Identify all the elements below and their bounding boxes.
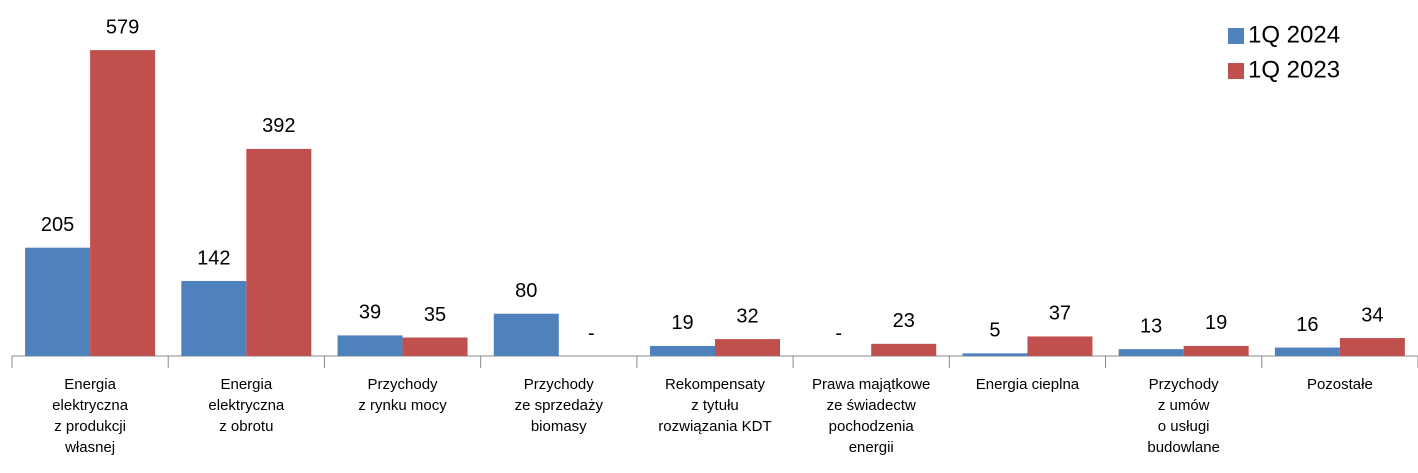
data-label: 23 bbox=[893, 310, 915, 332]
data-label: 80 bbox=[515, 280, 537, 302]
data-label: 205 bbox=[41, 214, 74, 236]
data-label: 5 bbox=[989, 320, 1000, 342]
bar bbox=[25, 247, 91, 356]
x-tick-label: Przychody ze sprzedaży biomasy bbox=[514, 376, 603, 435]
data-label: - bbox=[835, 322, 842, 344]
x-tick-label: Energia elektryczna z obrotu bbox=[208, 376, 285, 435]
data-label: 39 bbox=[359, 302, 381, 324]
bar bbox=[90, 50, 156, 356]
bar bbox=[181, 280, 247, 356]
bar bbox=[246, 148, 312, 356]
x-tick-label: Energia elektryczna z produkcji własnej bbox=[52, 376, 129, 456]
data-label: 13 bbox=[1140, 315, 1162, 337]
bar bbox=[1027, 336, 1093, 356]
data-label: 142 bbox=[197, 247, 230, 269]
data-label: 19 bbox=[1205, 312, 1227, 334]
legend-swatch bbox=[1228, 28, 1244, 44]
bar bbox=[493, 313, 559, 356]
bar bbox=[1274, 347, 1340, 356]
data-label: 37 bbox=[1049, 303, 1071, 325]
bar bbox=[1339, 338, 1405, 356]
x-tick-label: Pozostałe bbox=[1306, 376, 1373, 393]
x-tick-label: Prawa majątkowe ze świadectw pochodzenia… bbox=[812, 376, 931, 456]
legend-label: 1Q 2023 bbox=[1248, 56, 1340, 83]
bar bbox=[337, 335, 403, 356]
legend-label: 1Q 2024 bbox=[1248, 21, 1340, 48]
bar bbox=[1183, 345, 1249, 356]
data-label: 34 bbox=[1361, 304, 1383, 326]
bar bbox=[871, 343, 937, 356]
data-label: 32 bbox=[736, 305, 758, 327]
x-tick-label: Przychody z umów o usługi budowlane bbox=[1147, 376, 1220, 456]
data-label: 579 bbox=[106, 16, 139, 38]
bar bbox=[1118, 349, 1184, 356]
data-label: 19 bbox=[671, 312, 693, 334]
legend-swatch bbox=[1228, 63, 1244, 79]
x-tick-label: Rekompensaty z tytułu rozwiązania KDT bbox=[658, 376, 772, 435]
data-label: 16 bbox=[1296, 314, 1318, 336]
bar bbox=[402, 337, 468, 356]
bar bbox=[650, 345, 715, 356]
data-label: 392 bbox=[262, 115, 295, 137]
bar bbox=[715, 339, 780, 356]
bar bbox=[962, 353, 1028, 356]
x-tick-label: Energia cieplna bbox=[975, 376, 1080, 393]
data-label: 35 bbox=[424, 304, 446, 326]
x-tick-label: Przychody z rynku mocy bbox=[358, 376, 447, 414]
data-label: - bbox=[588, 322, 595, 344]
